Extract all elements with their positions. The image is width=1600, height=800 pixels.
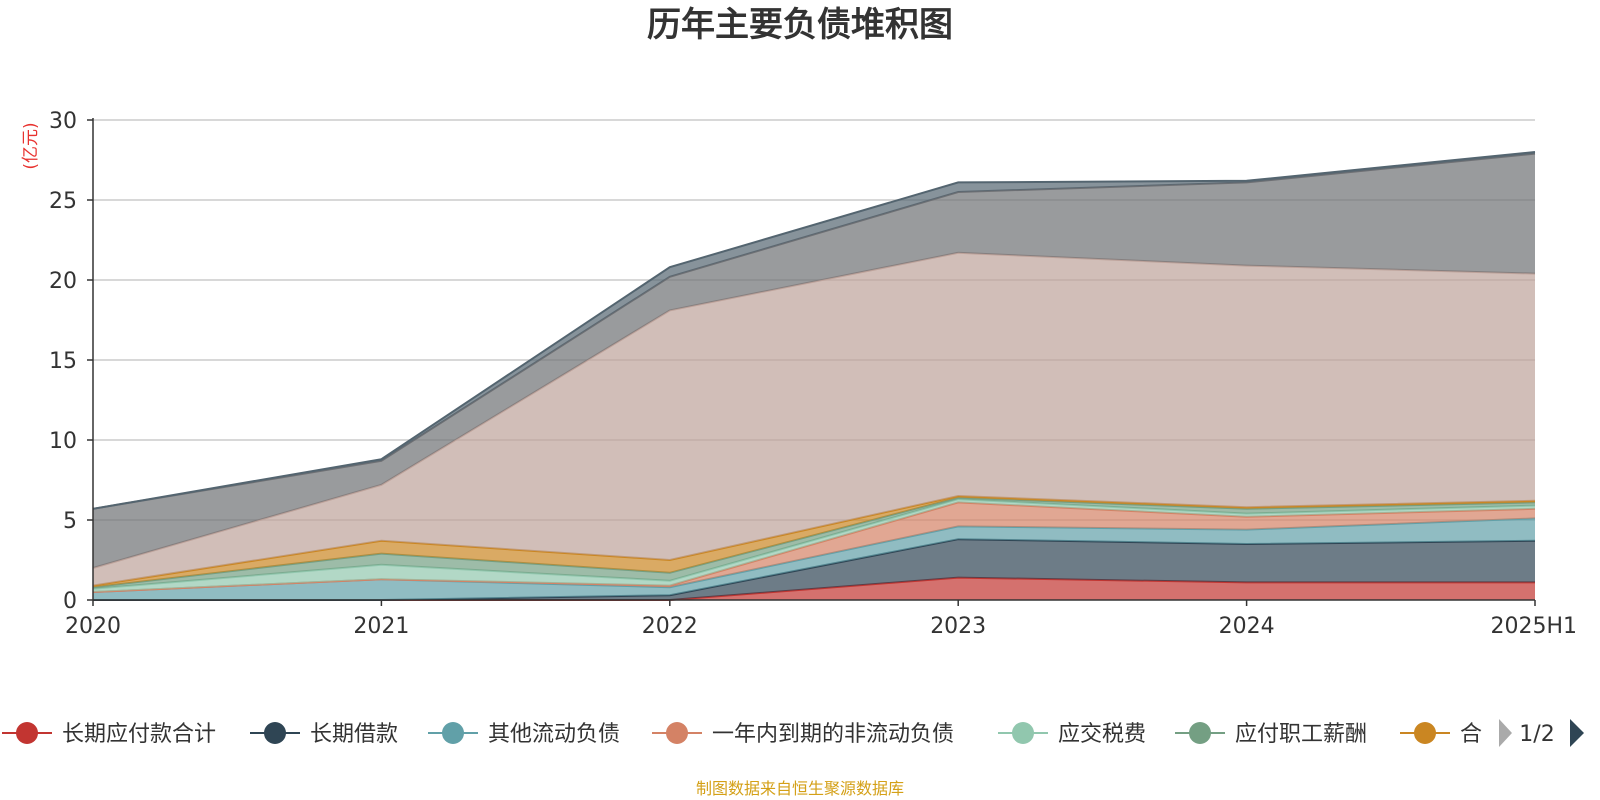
legend-label: 长期应付款合计 <box>62 722 216 747</box>
y-tick-label: 10 <box>49 429 77 454</box>
data-source-note: 制图数据来自恒生聚源数据库 <box>696 779 904 798</box>
legend-item[interactable]: 长期借款 <box>250 722 398 747</box>
x-tick-label: 2022 <box>642 614 698 639</box>
series-line-9 <box>92 151 1536 510</box>
legend-marker <box>666 722 688 744</box>
x-tick-label: 2025H1 <box>1490 614 1577 639</box>
legend-marker <box>16 722 38 744</box>
legend-label: 应付职工薪酬 <box>1235 722 1367 747</box>
area-series-4 <box>93 499 1535 592</box>
y-tick-label: 30 <box>49 109 77 134</box>
y-tick-label: 0 <box>63 589 77 614</box>
legend-item[interactable]: 应交税费 <box>998 722 1146 747</box>
area-series-7 <box>93 252 1535 586</box>
x-axis-ticks: 2020 2021 2022 2023 2024 2025H1 <box>65 600 1577 639</box>
y-tick-label: 25 <box>49 189 77 214</box>
stacked-areas <box>92 151 1536 601</box>
area-series-3 <box>93 502 1535 592</box>
series-line-5 <box>92 496 1536 589</box>
chart-title: 历年主要负债堆积图 <box>647 5 953 45</box>
x-tick-label: 2021 <box>353 614 409 639</box>
legend-item[interactable]: 应付职工薪酬 <box>1175 722 1367 747</box>
legend-label: 应交税费 <box>1058 722 1146 747</box>
legend-prev-page-icon[interactable] <box>1499 719 1512 747</box>
legend-marker <box>442 722 464 744</box>
legend-marker <box>264 722 286 744</box>
area-series-5 <box>93 497 1535 589</box>
x-tick-label: 2024 <box>1219 614 1275 639</box>
legend: 长期应付款合计 长期借款 其他流动负债 一年内到期的非流动负债 应交税费 应付职工薪酬 合 <box>2 722 1482 747</box>
legend-pager: 1/2 <box>1499 719 1584 747</box>
legend-label: 其他流动负债 <box>488 722 620 747</box>
legend-item[interactable]: 长期应付款合计 <box>2 722 216 747</box>
y-tick-label: 5 <box>63 509 77 534</box>
legend-label: 一年内到期的非流动负债 <box>712 722 954 747</box>
legend-page-indicator: 1/2 <box>1519 722 1554 747</box>
legend-label: 合 <box>1460 722 1482 747</box>
area-series-8 <box>93 153 1535 568</box>
y-axis-unit-label: (亿元) <box>21 122 41 169</box>
y-tick-label: 15 <box>49 349 77 374</box>
y-axis-ticks: 0 5 10 15 20 25 30 <box>49 109 93 614</box>
legend-item[interactable]: 合 <box>1400 722 1482 747</box>
legend-marker <box>1189 722 1211 744</box>
x-tick-label: 2023 <box>930 614 986 639</box>
area-series-2 <box>93 518 1535 600</box>
legend-label: 长期借款 <box>310 722 398 747</box>
area-series-1 <box>93 539 1535 600</box>
legend-next-page-icon[interactable] <box>1570 719 1584 747</box>
legend-marker <box>1414 722 1436 744</box>
y-tick-label: 20 <box>49 269 77 294</box>
legend-item[interactable]: 其他流动负债 <box>428 722 620 747</box>
legend-item[interactable]: 一年内到期的非流动负债 <box>652 722 954 747</box>
x-tick-label: 2020 <box>65 614 121 639</box>
legend-marker <box>1012 722 1034 744</box>
